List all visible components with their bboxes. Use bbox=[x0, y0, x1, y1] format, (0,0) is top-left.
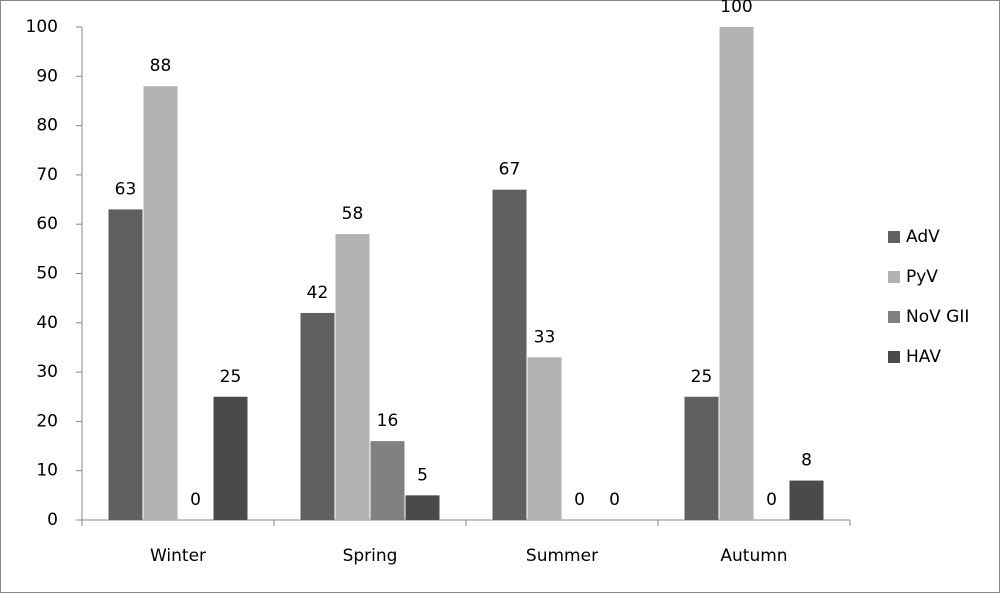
bar bbox=[719, 27, 754, 520]
data-label: 25 bbox=[220, 367, 242, 387]
legend-label: PyV bbox=[906, 267, 938, 287]
data-label: 25 bbox=[691, 367, 713, 387]
data-label: 63 bbox=[115, 179, 137, 199]
legend-label: HAV bbox=[906, 347, 941, 367]
legend-label: AdV bbox=[906, 227, 940, 247]
legend-swatch bbox=[888, 311, 900, 323]
bar bbox=[143, 86, 178, 520]
legend-swatch bbox=[888, 351, 900, 363]
bar bbox=[684, 396, 719, 520]
data-label: 67 bbox=[499, 160, 521, 180]
bar bbox=[405, 495, 440, 520]
data-label: 5 bbox=[417, 465, 428, 485]
bar bbox=[370, 441, 405, 520]
bar bbox=[492, 189, 527, 520]
x-tick-label: Spring bbox=[343, 546, 398, 566]
y-tick-label: 30 bbox=[36, 362, 58, 382]
y-tick-label: 100 bbox=[26, 17, 58, 37]
data-label: 42 bbox=[307, 283, 329, 303]
data-label: 16 bbox=[377, 411, 399, 431]
data-label: 0 bbox=[190, 490, 201, 510]
y-tick-label: 0 bbox=[47, 510, 58, 530]
data-label: 0 bbox=[574, 490, 585, 510]
y-tick-label: 10 bbox=[36, 461, 58, 481]
data-label: 58 bbox=[342, 204, 364, 224]
bar bbox=[213, 396, 248, 520]
data-label: 88 bbox=[150, 56, 172, 76]
legend-swatch bbox=[888, 271, 900, 283]
legend-label: NoV GII bbox=[906, 307, 969, 327]
bar bbox=[789, 480, 824, 520]
bar bbox=[108, 209, 143, 520]
data-label: 8 bbox=[801, 451, 812, 471]
y-tick-label: 20 bbox=[36, 411, 58, 431]
bar bbox=[335, 234, 370, 520]
x-tick-label: Summer bbox=[526, 546, 598, 566]
data-label: 100 bbox=[720, 0, 752, 17]
x-tick-label: Winter bbox=[150, 546, 206, 566]
y-tick-label: 80 bbox=[36, 116, 58, 136]
x-tick-label: Autumn bbox=[720, 546, 787, 566]
data-label: 0 bbox=[766, 490, 777, 510]
y-tick-label: 40 bbox=[36, 313, 58, 333]
y-tick-label: 70 bbox=[36, 165, 58, 185]
y-tick-label: 50 bbox=[36, 264, 58, 284]
bar bbox=[527, 357, 562, 520]
data-label: 33 bbox=[534, 327, 556, 347]
data-label: 0 bbox=[609, 490, 620, 510]
bar bbox=[300, 312, 335, 520]
legend-swatch bbox=[888, 231, 900, 243]
y-tick-label: 60 bbox=[36, 214, 58, 234]
y-tick-label: 90 bbox=[36, 66, 58, 86]
